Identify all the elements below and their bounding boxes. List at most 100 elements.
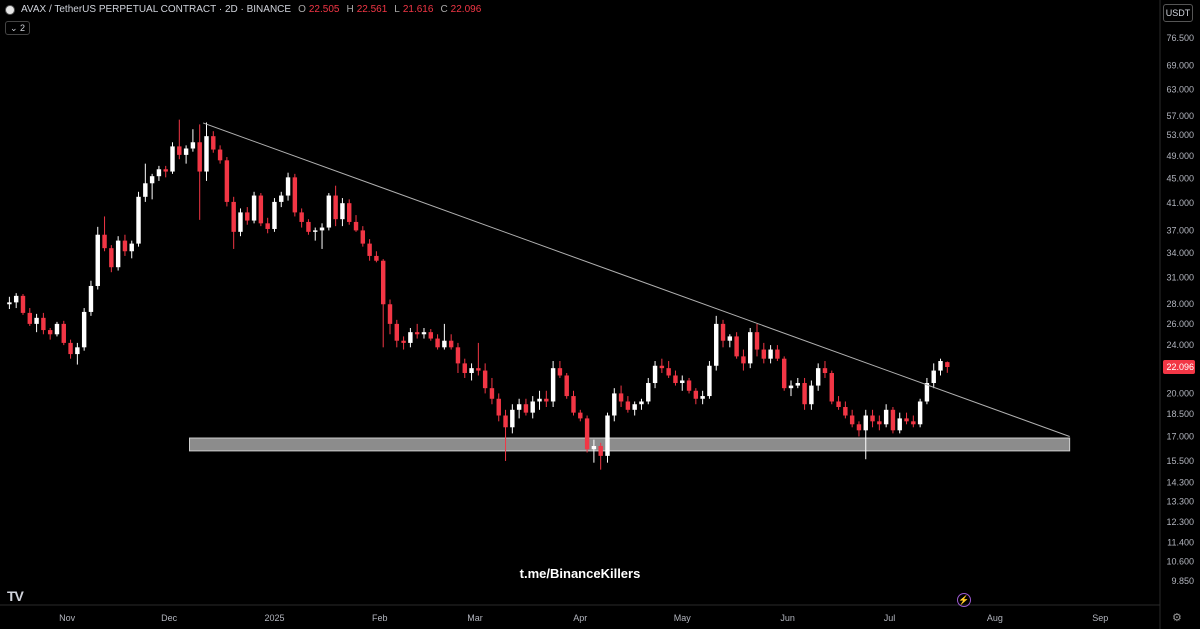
- x-tick-label: Apr: [573, 613, 587, 623]
- x-tick-label: Dec: [161, 613, 178, 623]
- candle: [788, 380, 794, 397]
- candle-body: [408, 332, 413, 343]
- candle: [360, 226, 366, 247]
- candle: [462, 358, 467, 378]
- lightning-icon[interactable]: ⚡: [957, 593, 971, 607]
- candle-body: [319, 227, 325, 231]
- gear-icon[interactable]: ⚙: [1172, 612, 1182, 624]
- y-tick-label: 28.000: [1166, 299, 1194, 309]
- candle-body: [883, 409, 889, 425]
- candle-body: [299, 212, 304, 222]
- candle: [95, 226, 100, 290]
- candle: [245, 207, 250, 225]
- candle-body: [380, 260, 386, 305]
- candle-body: [204, 136, 209, 172]
- candle: [911, 415, 916, 428]
- candle: [781, 356, 787, 391]
- candle-body: [170, 146, 175, 172]
- candle: [673, 370, 678, 386]
- candle-body: [897, 418, 902, 431]
- candle: [387, 299, 393, 335]
- tradingview-logo-icon[interactable]: TV: [7, 588, 24, 604]
- candle: [177, 119, 182, 160]
- currency-selector[interactable]: USDT: [1163, 4, 1193, 22]
- candle-body: [421, 332, 427, 335]
- candle-body: [156, 169, 162, 177]
- candle-body: [238, 212, 243, 232]
- candle: [612, 388, 617, 422]
- candle: [550, 361, 556, 408]
- candle: [149, 173, 155, 200]
- candle-body: [102, 234, 107, 249]
- candle-body: [177, 146, 182, 155]
- candle-body: [945, 362, 950, 367]
- symbol-title[interactable]: AVAX / TetherUS PERPETUAL CONTRACT · 2D …: [21, 4, 292, 15]
- candle: [523, 398, 529, 416]
- candle-body: [394, 323, 400, 341]
- candle: [897, 412, 902, 434]
- candle: [829, 370, 834, 405]
- x-tick-label: Mar: [467, 613, 483, 623]
- candle-body: [163, 169, 168, 172]
- candle: [883, 404, 889, 428]
- candle: [7, 296, 12, 310]
- candle: [34, 313, 39, 333]
- candle: [578, 409, 583, 422]
- candle-body: [557, 368, 563, 376]
- candle-body: [13, 295, 19, 303]
- candle: [591, 439, 597, 463]
- candle-body: [469, 368, 474, 374]
- candle-body: [183, 148, 189, 155]
- candle: [666, 361, 671, 378]
- candle-body: [442, 340, 447, 348]
- close-value: 22.096: [450, 4, 482, 15]
- candle-body: [632, 404, 637, 410]
- y-tick-label: 69.000: [1166, 60, 1194, 70]
- candle: [652, 361, 658, 389]
- candle: [299, 208, 304, 228]
- candle-body: [279, 195, 284, 202]
- candle: [88, 280, 94, 316]
- candle-body: [81, 311, 87, 348]
- candle-body: [612, 393, 617, 416]
- candle-body: [476, 368, 481, 371]
- candle-body: [54, 323, 60, 335]
- high-label: H: [346, 4, 354, 15]
- candle-body: [510, 409, 515, 428]
- candle: [428, 329, 433, 341]
- candle: [537, 390, 542, 410]
- candle: [41, 312, 46, 335]
- chart-header: AVAX / TetherUS PERPETUAL CONTRACT · 2D …: [5, 4, 481, 15]
- candle-body: [550, 368, 556, 402]
- candle: [20, 294, 26, 315]
- candle: [27, 308, 32, 326]
- candle-body: [374, 255, 379, 261]
- candle-body: [754, 332, 760, 350]
- candle-body: [503, 415, 508, 428]
- candle-body: [815, 368, 821, 386]
- candle: [455, 342, 461, 374]
- y-tick-label: 9.850: [1171, 576, 1194, 586]
- candle: [380, 259, 386, 348]
- y-tick-label: 15.500: [1166, 456, 1194, 466]
- x-tick-label: Sep: [1092, 613, 1108, 623]
- candle-body: [741, 356, 746, 364]
- y-tick-label: 12.300: [1166, 517, 1194, 527]
- indicators-toggle[interactable]: ⌄ 2: [5, 21, 31, 35]
- candle: [544, 390, 549, 408]
- candle-body: [809, 385, 814, 405]
- candle-body: [285, 177, 291, 196]
- candle: [890, 407, 896, 434]
- candle: [115, 236, 121, 271]
- candle: [47, 327, 53, 340]
- candle-body: [306, 221, 311, 232]
- candle: [557, 361, 563, 378]
- candle-body: [292, 177, 298, 213]
- candle-body: [109, 248, 114, 268]
- candle-body: [564, 375, 569, 397]
- candle: [496, 393, 501, 422]
- y-tick-label: 45.000: [1166, 174, 1194, 184]
- candle: [394, 319, 400, 348]
- candle: [272, 198, 277, 232]
